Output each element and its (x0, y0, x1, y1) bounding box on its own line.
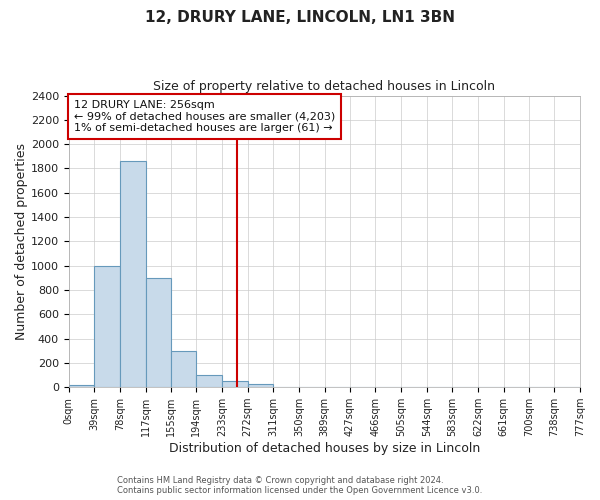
X-axis label: Distribution of detached houses by size in Lincoln: Distribution of detached houses by size … (169, 442, 480, 455)
Bar (69, 385, 94, 387)
Bar (171, 351, 196, 387)
Text: Contains HM Land Registry data © Crown copyright and database right 2024.
Contai: Contains HM Land Registry data © Crown c… (118, 476, 482, 495)
Text: 12 DRURY LANE: 256sqm
← 99% of detached houses are smaller (4,203)
1% of semi-de: 12 DRURY LANE: 256sqm ← 99% of detached … (74, 100, 335, 133)
Bar (120, 161, 146, 387)
Bar (146, 278, 171, 387)
Y-axis label: Number of detached properties: Number of detached properties (15, 143, 28, 340)
Title: Size of property relative to detached houses in Lincoln: Size of property relative to detached ho… (154, 80, 496, 93)
Bar (222, 381, 248, 387)
Bar (196, 375, 222, 387)
Bar (248, 384, 274, 387)
Text: 12, DRURY LANE, LINCOLN, LN1 3BN: 12, DRURY LANE, LINCOLN, LN1 3BN (145, 10, 455, 25)
Bar (94, 266, 120, 387)
